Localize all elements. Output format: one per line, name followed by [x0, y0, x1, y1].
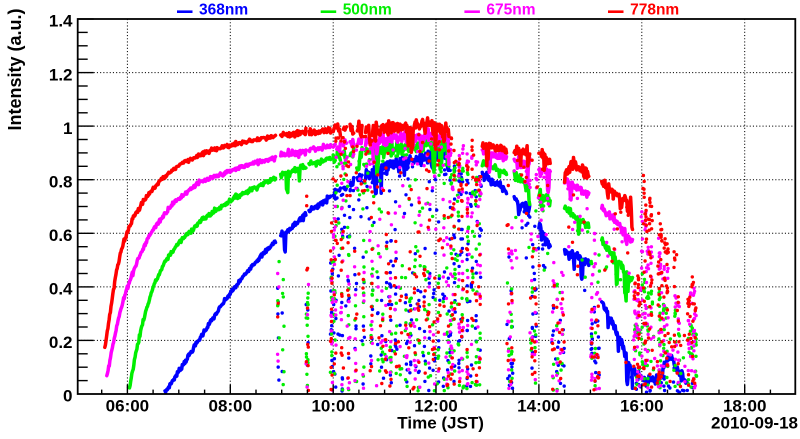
- svg-text:Intensity (a.u.): Intensity (a.u.): [5, 8, 25, 130]
- svg-text:16:00: 16:00: [620, 396, 663, 415]
- svg-text:2010-09-18: 2010-09-18: [711, 414, 798, 433]
- svg-text:10:00: 10:00: [311, 396, 354, 415]
- svg-text:1.4: 1.4: [49, 12, 73, 31]
- svg-text:368nm: 368nm: [199, 2, 248, 19]
- svg-text:500nm: 500nm: [343, 2, 392, 19]
- svg-text:778nm: 778nm: [630, 2, 679, 19]
- svg-text:1.2: 1.2: [49, 65, 73, 84]
- svg-text:06:00: 06:00: [106, 396, 149, 415]
- svg-text:Time (JST): Time (JST): [397, 414, 484, 433]
- svg-text:08:00: 08:00: [209, 396, 252, 415]
- svg-text:0.2: 0.2: [49, 333, 73, 352]
- svg-text:1: 1: [63, 119, 72, 138]
- svg-text:0: 0: [63, 387, 72, 406]
- svg-text:12:00: 12:00: [414, 396, 457, 415]
- svg-text:675nm: 675nm: [486, 2, 535, 19]
- svg-text:14:00: 14:00: [517, 396, 560, 415]
- svg-text:0.6: 0.6: [49, 226, 73, 245]
- svg-text:0.4: 0.4: [49, 280, 73, 299]
- svg-text:0.8: 0.8: [49, 172, 73, 191]
- svg-text:18:00: 18:00: [723, 396, 766, 415]
